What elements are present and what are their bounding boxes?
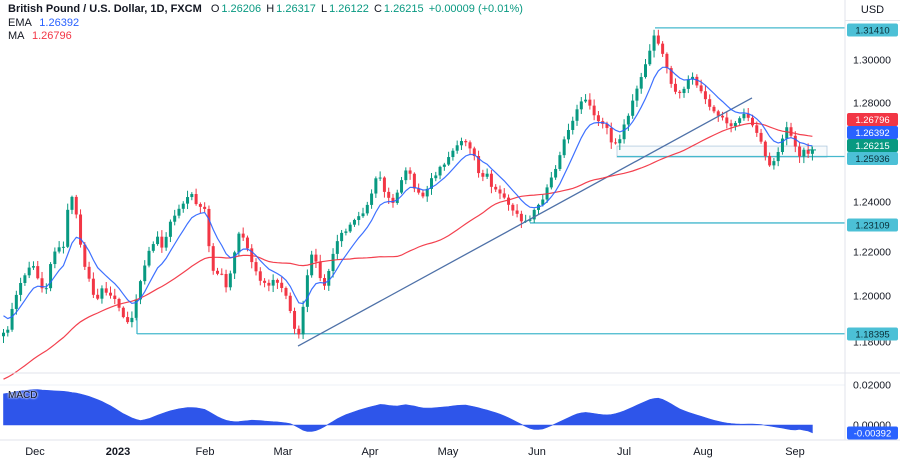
close-key: C [373, 3, 382, 15]
svg-text:1.30000: 1.30000 [853, 55, 891, 67]
ma-legend-row[interactable]: MA 1.26796 [8, 30, 525, 44]
ema-value: 1.26392 [39, 16, 80, 29]
svg-text:1.26392: 1.26392 [855, 128, 889, 139]
svg-text:1.28000: 1.28000 [853, 98, 891, 110]
svg-text:Dec: Dec [25, 446, 45, 458]
svg-text:2023: 2023 [106, 446, 130, 458]
svg-text:1.26796: 1.26796 [855, 115, 889, 126]
ema-key: EMA [8, 16, 32, 29]
svg-text:Aug: Aug [693, 446, 713, 458]
svg-text:1.22000: 1.22000 [853, 247, 891, 259]
svg-text:Mar: Mar [274, 446, 293, 458]
pane-separators [0, 0, 900, 441]
close-value: 1.26215 [383, 3, 424, 15]
svg-text:1.23109: 1.23109 [855, 221, 889, 232]
low-value: 1.26122 [329, 3, 369, 15]
price-axis[interactable]: 1.300001.280001.240001.220001.200001.180… [853, 55, 891, 432]
svg-text:1.31410: 1.31410 [855, 26, 889, 37]
ema-line[interactable] [3, 66, 813, 320]
level-lines[interactable] [136, 27, 845, 335]
svg-text:Jul: Jul [617, 446, 631, 458]
current-price-marker [808, 145, 816, 154]
svg-text:1.20000: 1.20000 [853, 291, 891, 303]
svg-text:0.02000: 0.02000 [853, 380, 891, 392]
high-value: 1.26317 [276, 3, 316, 15]
svg-text:1.26215: 1.26215 [855, 141, 889, 152]
svg-text:May: May [438, 446, 459, 458]
macd-area[interactable] [3, 389, 813, 434]
macd-legend[interactable]: MACD [8, 390, 38, 401]
price-labels: 1.31410 1.26796 1.26392 1.26215 1.25936 1.231… [847, 23, 898, 440]
price-axis-currency[interactable]: USD [845, 0, 900, 21]
ema-legend-row[interactable]: EMA 1.26392 [8, 17, 525, 31]
svg-text:1.24000: 1.24000 [853, 197, 891, 209]
svg-text:1.18395: 1.18395 [855, 330, 889, 341]
ohlc-values: O 1.26206 H 1.26317 L 1.26122 C 1.26215 +0.0… [211, 3, 525, 15]
svg-text:Jun: Jun [528, 446, 546, 458]
svg-text:Feb: Feb [196, 446, 215, 458]
svg-text:1.25936: 1.25936 [855, 154, 889, 165]
ma-key: MA [8, 30, 24, 42]
candles-layer [2, 29, 814, 343]
change-value: +0.00009 (+0.01%) [428, 3, 523, 15]
time-axis[interactable]: Dec 2023 Feb Mar Apr May Jun Jul Aug Sep [25, 446, 805, 458]
open-key: O [210, 3, 220, 15]
open-value: 1.26206 [221, 3, 262, 15]
svg-text:Sep: Sep [785, 446, 805, 458]
high-key: H [266, 3, 275, 15]
low-key: L [320, 3, 328, 15]
svg-text:Apr: Apr [361, 446, 378, 458]
trendline[interactable] [297, 97, 753, 347]
svg-text:-0.00392: -0.00392 [854, 429, 892, 440]
ma-line[interactable] [3, 122, 813, 380]
ma-value: 1.26796 [31, 30, 72, 42]
symbol-title: British Pound / U.S. Dollar, 1D, FXCM [8, 3, 202, 15]
